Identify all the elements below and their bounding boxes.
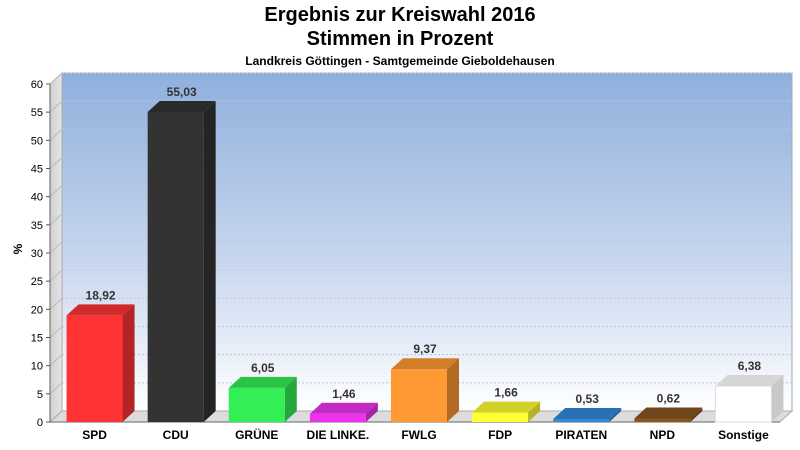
y-tick-label: 25 (31, 276, 43, 288)
bar-gr-ne (228, 376, 297, 422)
bar-top (472, 401, 541, 413)
y-tick-label: 60 (31, 79, 43, 91)
bar-fdp (472, 401, 541, 422)
x-tick-label: Sonstige (718, 428, 769, 442)
chart-subtitle: Stimmen in Prozent (306, 28, 494, 50)
value-label: 18,92 (86, 288, 116, 302)
bar-front (472, 412, 529, 422)
y-tick-label: 0 (37, 417, 43, 429)
x-tick-label: FDP (488, 428, 512, 442)
y-tick-label: 40 (31, 192, 43, 204)
gridline-side (49, 241, 63, 254)
bar-front (714, 385, 772, 423)
y-tick-label: 30 (31, 248, 43, 260)
bar-top (391, 358, 459, 370)
x-tick-label: NPD (650, 428, 676, 442)
x-tick-label: CDU (163, 428, 189, 442)
gridline-side (49, 382, 63, 395)
bar-spd (66, 304, 135, 422)
bar-side (203, 100, 216, 422)
gridline-side (49, 213, 63, 226)
bar-side (284, 376, 297, 422)
chart-title: Ergebnis zur Kreiswahl 2016 (264, 4, 536, 26)
bar-die-linke- (309, 402, 378, 422)
bar-side (690, 407, 703, 422)
bar-front (228, 387, 285, 422)
bar-top (634, 407, 703, 419)
bar-side (447, 358, 459, 422)
value-label: 0,62 (657, 392, 681, 406)
value-label: 55,03 (167, 85, 197, 99)
gridline-side (49, 326, 63, 338)
value-label: 1,66 (494, 386, 518, 400)
y-tick-label: 15 (31, 333, 43, 345)
labels-group: 18,92 SPD 55,03 CDU 6,05 GRÜNE 1,46 DIE LINKE. 9… (82, 85, 769, 442)
x-tick-label: FWLG (401, 428, 436, 442)
y-tick-label: 20 (31, 304, 43, 316)
bar-front (391, 369, 447, 422)
y-axis-label: % (11, 243, 25, 254)
bar-top (228, 376, 297, 388)
x-tick-label: SPD (82, 428, 107, 442)
bar-npd (634, 407, 703, 422)
bar-front (309, 413, 366, 422)
chart-region: Landkreis Göttingen - Samtgemeinde Giebo… (245, 54, 555, 68)
bar-piraten (553, 408, 622, 422)
gridline-side (49, 354, 63, 367)
bar-front (553, 419, 610, 422)
x-tick-label: GRÜNE (235, 427, 278, 442)
bar-top (715, 375, 784, 387)
y-tick-label: 10 (31, 361, 43, 373)
bar-side (771, 375, 784, 422)
bar-side (365, 402, 378, 422)
value-label: 6,05 (251, 361, 275, 375)
bar-top (66, 304, 135, 316)
gridline-side (49, 297, 63, 310)
bar-front (66, 315, 123, 422)
bars-group (66, 100, 784, 423)
value-label: 6,38 (738, 359, 762, 373)
bar-side (528, 401, 541, 422)
gridline-side (49, 269, 63, 282)
y-tick-label: 5 (37, 389, 43, 401)
x-tick-label: PIRATEN (555, 428, 607, 442)
bar-side (609, 408, 622, 422)
y-tick-label: 45 (31, 164, 43, 176)
bar-sonstige (714, 375, 784, 423)
y-tick-label: 35 (31, 220, 43, 232)
x-tick-label: DIE LINKE. (307, 428, 370, 442)
gridline-side (49, 72, 63, 85)
bar-front (147, 111, 204, 422)
bar-top (553, 408, 622, 420)
bar-front (634, 418, 691, 422)
y-tick-label: 50 (31, 135, 43, 147)
bar-side (122, 304, 135, 422)
gridline-side (49, 157, 63, 169)
y-tick-label: 55 (31, 107, 43, 119)
gridline-side (49, 100, 63, 113)
bar-cdu (147, 100, 216, 422)
value-label: 1,46 (332, 387, 356, 401)
gridline-side (49, 185, 63, 198)
value-label: 0,53 (576, 392, 600, 406)
gridline-side (49, 128, 63, 141)
bar-top (147, 100, 216, 112)
bar-top (309, 402, 378, 414)
bar-fwlg (391, 358, 459, 422)
value-label: 9,37 (413, 342, 437, 356)
